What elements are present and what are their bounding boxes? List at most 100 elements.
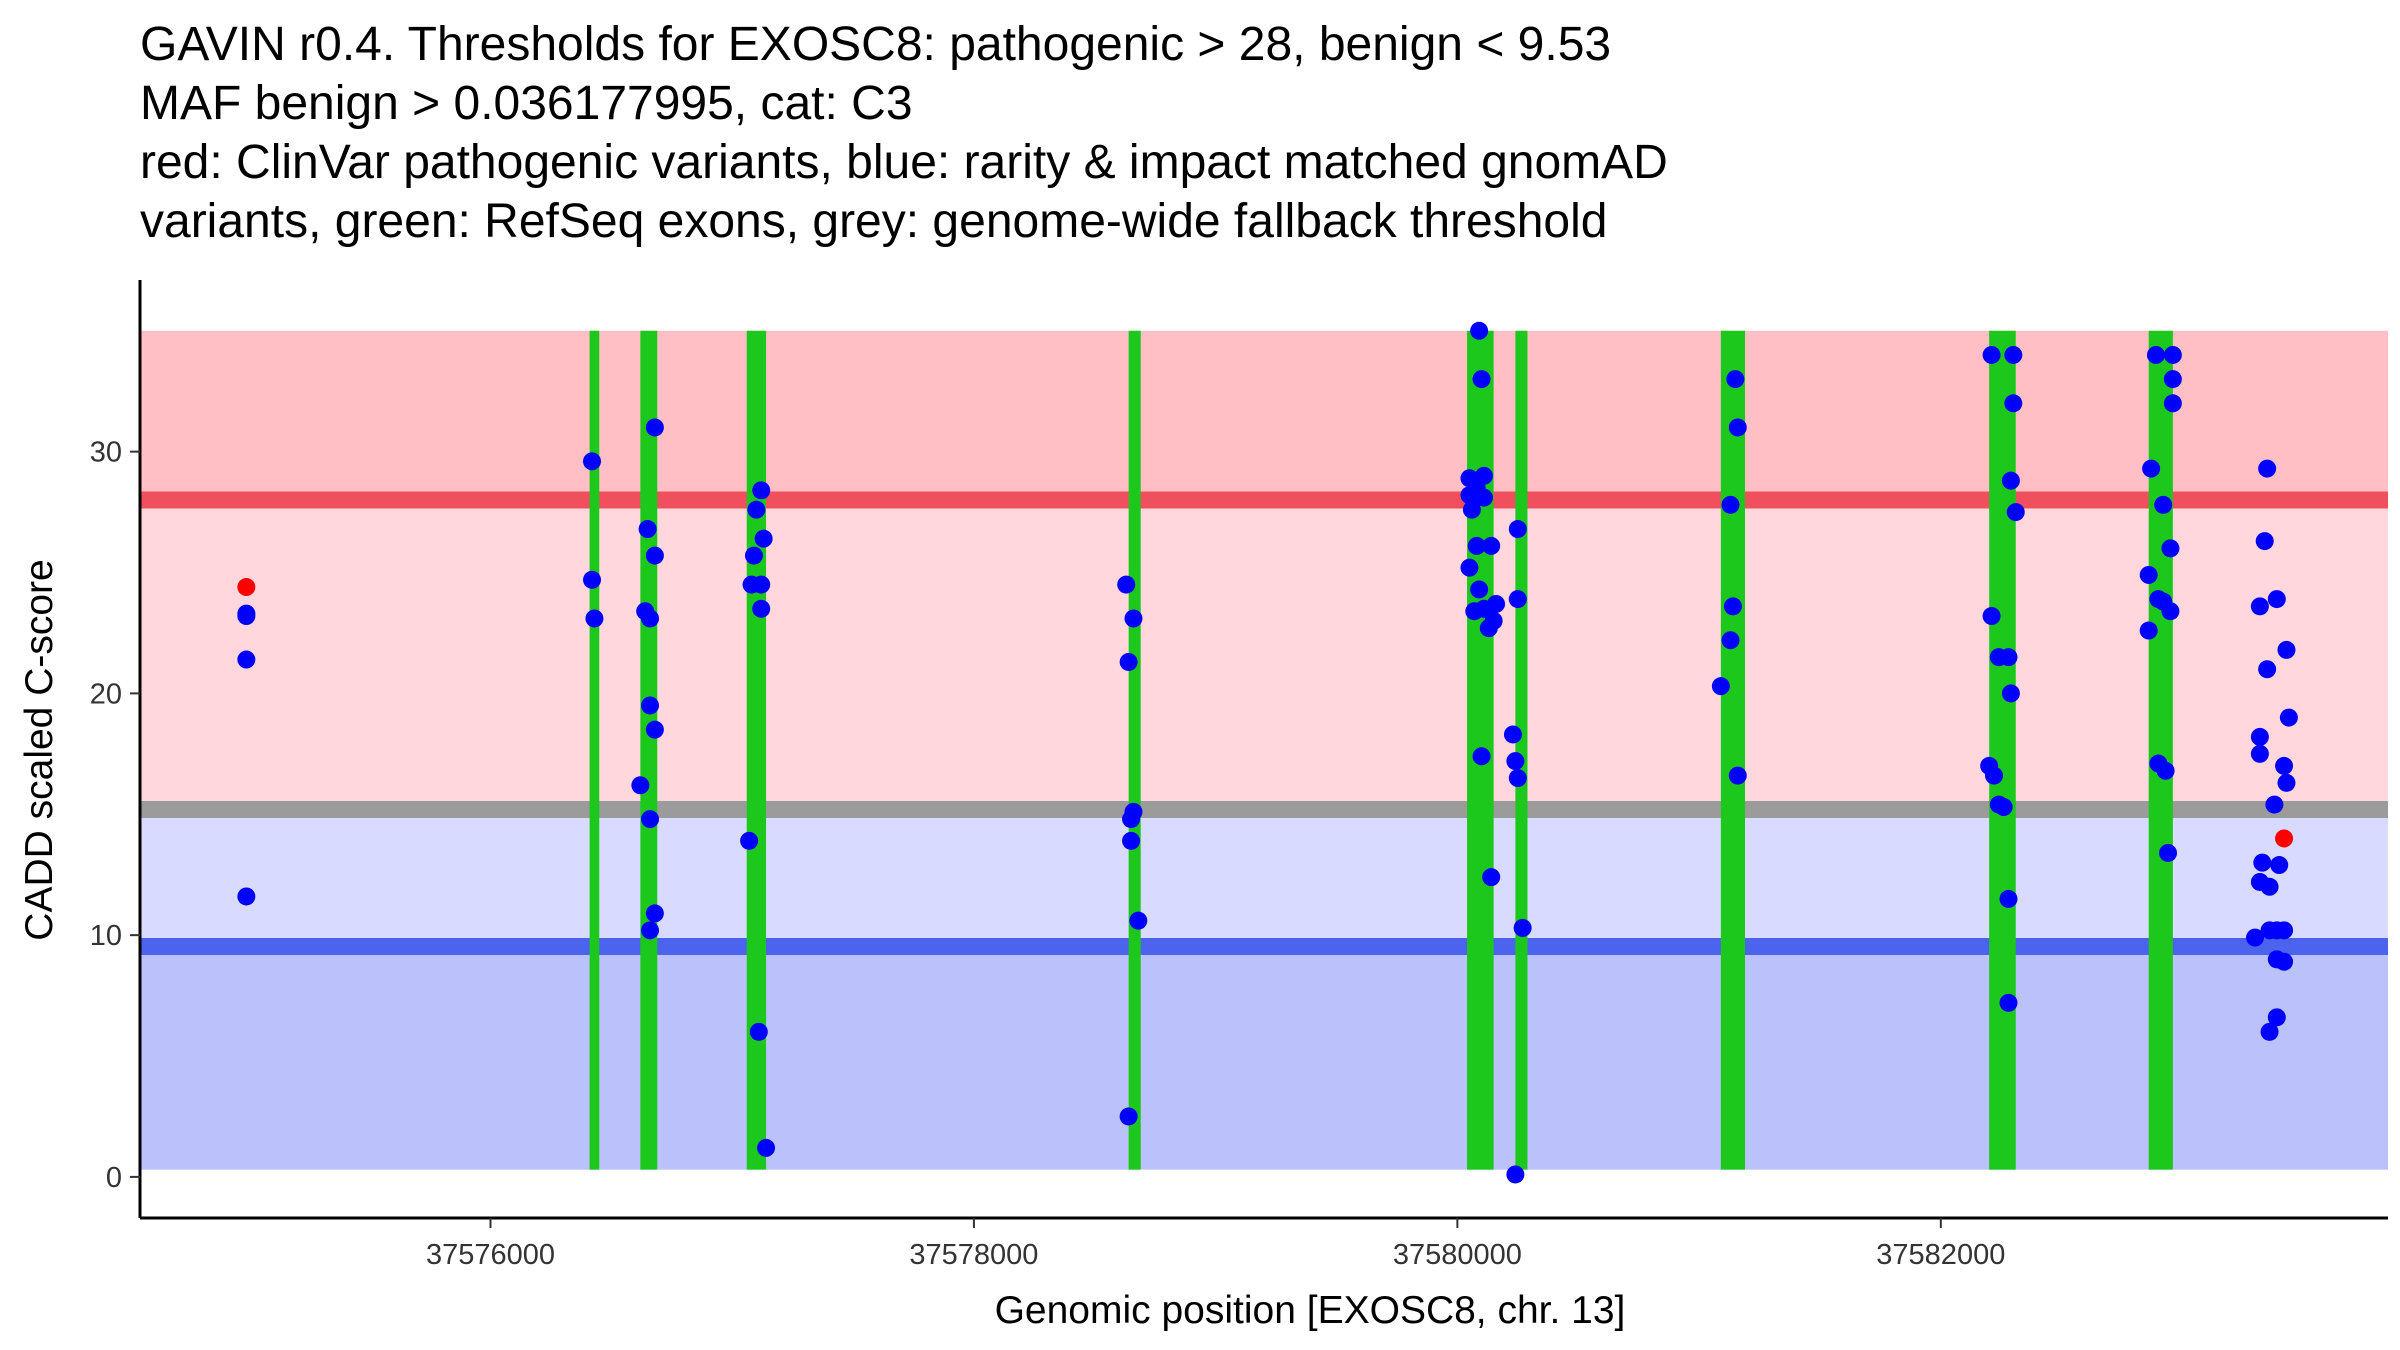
gnomad-variant-point <box>2250 597 2269 616</box>
gnomad-variant-point <box>1982 607 2001 626</box>
gnomad-variant-point <box>1728 766 1747 785</box>
gnomad-variant-point <box>1513 918 1532 937</box>
exon-bar <box>1128 330 1141 1170</box>
gnomad-variant-point <box>1482 868 1501 887</box>
gnomad-variant-point <box>1472 370 1491 389</box>
gnomad-variant-point <box>2139 621 2158 640</box>
gnomad-variant-point <box>237 887 256 906</box>
gnomad-variant-point <box>1984 766 2003 785</box>
gnomad-variant-point <box>1982 345 2001 364</box>
gnomad-variant-point <box>1503 725 1522 744</box>
gnomad-variant-point <box>583 452 602 471</box>
gnomad-variant-point <box>2161 602 2180 621</box>
gnomad-variant-point <box>2154 495 2173 514</box>
gnomad-variant-point <box>1728 418 1747 437</box>
gnomad-variant-point <box>2258 660 2277 679</box>
y-axis-title: CADD scaled C-score <box>18 559 61 940</box>
y-tick-label: 30 <box>90 437 122 469</box>
title-line-4: variants, green: RefSeq exons, grey: gen… <box>140 195 1607 248</box>
gnomad-variant-point <box>749 1022 768 1041</box>
gnomad-variant-point <box>1474 488 1493 507</box>
gnomad-variant-point <box>583 570 602 589</box>
gnomad-variant-point <box>2275 952 2294 971</box>
gnomad-variant-point <box>641 609 660 628</box>
title-line-3: red: ClinVar pathogenic variants, blue: … <box>140 136 1668 189</box>
gnomad-variant-point <box>754 529 773 548</box>
gnomad-variant-point <box>2250 744 2269 763</box>
gnomad-variant-point <box>237 650 256 669</box>
gnomad-variant-point <box>1508 590 1527 609</box>
clinvar-pathogenic-point <box>2275 829 2294 848</box>
gnomad-variant-point <box>2255 532 2274 551</box>
uncertain-band <box>140 499 2388 810</box>
gnomad-variant-point <box>645 720 664 739</box>
gnomad-variant-point <box>2163 345 2182 364</box>
gnomad-variant-point <box>2142 459 2161 478</box>
gnomad-variant-point <box>1994 798 2013 817</box>
gnomad-variant-point <box>2279 708 2298 727</box>
gnomad-variant-point <box>747 500 766 519</box>
gnomad-variant-point <box>2163 370 2182 389</box>
gnomad-variant-point <box>2270 856 2289 875</box>
x-tick-label: 37580000 <box>1393 1239 1522 1271</box>
gnomad-variant-point <box>2163 394 2182 413</box>
gnomad-variant-point <box>2253 853 2272 872</box>
gnomad-variant-point <box>2004 345 2023 364</box>
gnomad-variant-point <box>1472 747 1491 766</box>
x-tick-label: 37576000 <box>426 1239 555 1271</box>
gnomad-variant-point <box>2260 877 2279 896</box>
x-tick-label: 37578000 <box>909 1239 1038 1271</box>
gnomad-variant-point <box>1479 619 1498 638</box>
x-axis-ticks: 37576000 37578000 37580000 37582000 <box>426 1218 2005 1271</box>
gnomad-variant-point <box>1482 536 1501 555</box>
gnomad-variant-point <box>1487 594 1506 613</box>
gnomad-variant-point <box>1462 500 1481 519</box>
y-tick-label: 0 <box>106 1162 122 1194</box>
gnomad-variant-point <box>2260 1022 2279 1041</box>
y-tick-label: 10 <box>90 920 122 952</box>
title-line-2: MAF benign > 0.036177995, cat: C3 <box>140 77 913 130</box>
exon-bar <box>589 330 600 1170</box>
gnomad-variant-point <box>2001 471 2020 490</box>
gnomad-variant-point <box>2267 590 2286 609</box>
gnomad-variant-point <box>2265 795 2284 814</box>
gnomad-variant-point <box>1506 1165 1525 1184</box>
gnomad-variant-point <box>2156 761 2175 780</box>
gnomad-variant-point <box>237 607 256 626</box>
gnomad-variant-point <box>752 599 771 618</box>
gnomad-variant-point <box>641 921 660 940</box>
gnomad-variant-point <box>1129 911 1148 930</box>
gnomad-variant-point <box>1122 831 1141 850</box>
gnomad-variant-point <box>2161 539 2180 558</box>
gnomad-variant-point <box>1721 495 1740 514</box>
chart-title: GAVIN r0.4. Thresholds for EXOSC8: patho… <box>140 18 1668 248</box>
exon-bar <box>640 330 658 1170</box>
gnomad-variant-point <box>2004 394 2023 413</box>
gnomad-variant-point <box>757 1138 776 1157</box>
gnomad-variant-point <box>2006 503 2025 522</box>
gnomad-variant-point <box>1124 802 1143 821</box>
gnomad-variant-point <box>641 810 660 829</box>
exon-bar <box>1989 330 2016 1170</box>
gnomad-variant-point <box>1119 652 1138 671</box>
y-axis-ticks: 0 10 20 30 <box>90 437 140 1194</box>
gnomad-variant-point <box>645 904 664 923</box>
x-axis-title: Genomic position [EXOSC8, chr. 13] <box>995 1289 1626 1332</box>
gnomad-variant-point <box>2250 727 2269 746</box>
gnomad-variant-point <box>1508 769 1527 788</box>
gnomad-variant-point <box>1467 536 1486 555</box>
gnomad-variant-point <box>645 546 664 565</box>
gnomad-variant-point <box>638 520 657 539</box>
gnomad-variant-point <box>645 418 664 437</box>
gnomad-variant-point <box>2258 459 2277 478</box>
y-tick-label: 20 <box>90 678 122 710</box>
gnomad-variant-point <box>2139 565 2158 584</box>
gnomad-variant-point <box>1460 558 1479 577</box>
benign-band <box>140 946 2388 1170</box>
title-line-1: GAVIN r0.4. Thresholds for EXOSC8: patho… <box>140 18 1611 71</box>
gnomad-variant-point <box>1465 602 1484 621</box>
gnomad-variant-point <box>1117 575 1136 594</box>
gnomad-variant-point <box>2277 773 2296 792</box>
gnomad-variant-point <box>1506 752 1525 771</box>
